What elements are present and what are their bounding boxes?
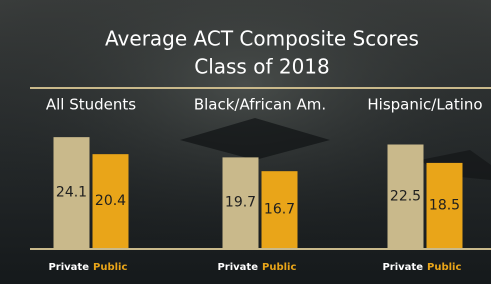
value-label: 19.7 xyxy=(225,195,256,211)
group-label: Hispanic/Latino xyxy=(367,96,482,114)
chart: Average ACT Composite Scores Class of 20… xyxy=(0,0,491,284)
chart-subtitle: Class of 2018 xyxy=(194,55,330,79)
value-label: 24.1 xyxy=(56,185,87,201)
value-label: 16.7 xyxy=(264,202,295,218)
legend-label: Private xyxy=(382,262,423,273)
legend-label: Public xyxy=(427,262,461,273)
group-label: All Students xyxy=(46,96,136,114)
chart-title: Average ACT Composite Scores xyxy=(105,27,419,51)
value-label: 22.5 xyxy=(390,188,421,204)
legend-label: Private xyxy=(48,262,89,273)
value-label: 20.4 xyxy=(95,193,126,209)
legend-label: Public xyxy=(93,262,127,273)
value-label: 18.5 xyxy=(429,197,460,213)
group-label: Black/African Am. xyxy=(194,96,326,114)
legend-label: Public xyxy=(262,262,296,273)
legend-label: Private xyxy=(217,262,258,273)
